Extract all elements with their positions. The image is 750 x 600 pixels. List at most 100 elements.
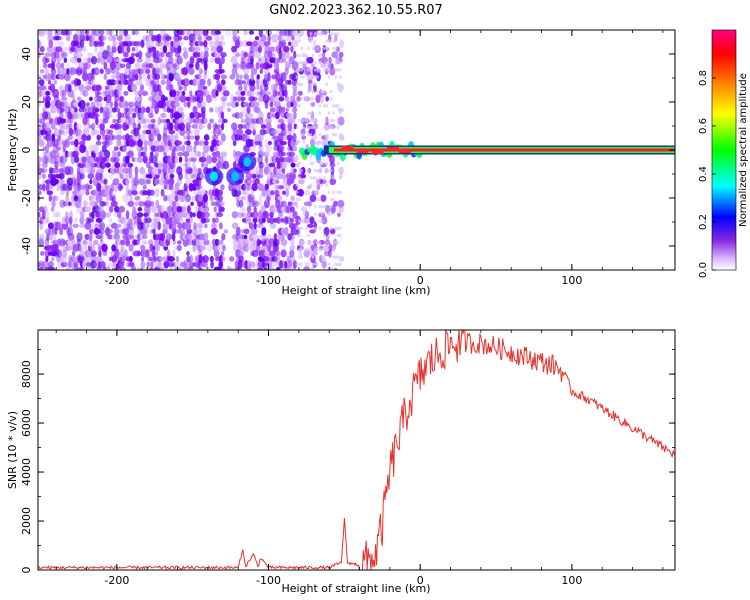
spectrogram-cell <box>192 105 198 114</box>
spectrogram-cell <box>154 251 159 256</box>
spectrogram-cell <box>251 67 258 75</box>
spectrogram-cell <box>252 238 257 247</box>
spectrogram-x-axis-label: Height of straight line (km) <box>281 284 430 297</box>
spectrogram-cell <box>320 183 324 187</box>
spectrogram-cell <box>327 190 331 194</box>
spectrogram-cell <box>209 118 214 124</box>
spectrogram-cell <box>90 243 96 253</box>
spectrogram-cell <box>141 90 149 97</box>
spectrogram-cell <box>234 111 240 120</box>
spectrogram-cell <box>318 241 322 245</box>
spectrogram-cell <box>328 56 332 64</box>
spectrogram-cell <box>213 244 221 252</box>
spectrogram-cell <box>67 201 73 206</box>
spectrogram-cell <box>197 151 202 158</box>
spectrogram-cell <box>291 35 295 41</box>
spectrogram-cell <box>320 255 324 259</box>
spectrogram-cell <box>128 227 135 236</box>
spectrogram-cell <box>173 67 177 76</box>
spectrogram-cell <box>58 238 66 247</box>
spectrogram-cell <box>327 39 331 43</box>
spectrogram-cell <box>145 68 151 75</box>
spectrogram-cell <box>275 250 281 257</box>
spectrogram-cell <box>278 96 285 102</box>
spectrogram-cell <box>281 167 286 174</box>
spectrogram-cell <box>76 111 83 120</box>
spectrogram-cell <box>174 155 179 165</box>
spectrogram-cell <box>207 122 212 131</box>
spectrogram-cell <box>55 35 62 41</box>
spectrogram-cell <box>295 32 299 36</box>
spectrogram-cell <box>46 134 53 141</box>
spectrogram-cell <box>202 30 209 37</box>
spectrogram-cell <box>290 238 295 247</box>
spectrogram-cell <box>109 113 113 118</box>
spectrogram-cell <box>79 210 85 220</box>
spectrogram-cell <box>97 151 102 157</box>
spectrogram-cell <box>287 79 292 85</box>
spectrogram-cell <box>214 51 221 58</box>
spectrogram-cell <box>140 133 147 142</box>
spectrogram-cell <box>298 219 301 223</box>
spectrogram-cell <box>297 90 303 96</box>
spectrogram-cell <box>76 51 83 59</box>
spectrogram-cell <box>150 145 157 152</box>
spectrogram-cell <box>284 129 290 135</box>
spectrogram-cell <box>339 90 342 93</box>
spectrogram-cell <box>171 200 177 207</box>
spectrogram-cell <box>160 188 165 197</box>
spectrogram-cell <box>99 261 106 268</box>
spectrogram-cell <box>269 171 274 181</box>
spectrogram-cell <box>38 78 45 86</box>
spectrogram-cell <box>220 35 225 42</box>
spectrogram-cell <box>96 182 102 192</box>
spectrogram-cell <box>44 111 51 120</box>
spectrogram-cell <box>104 85 110 91</box>
spectrogram-cell <box>162 127 168 137</box>
spectrogram-cell <box>102 173 107 179</box>
spectrogram-cell <box>304 248 308 252</box>
spectrogram-cell <box>78 140 86 146</box>
spectrogram-cell <box>139 63 146 69</box>
spectrogram-cell <box>258 210 263 220</box>
spectrogram-cell <box>196 90 204 97</box>
spectrogram-cell <box>134 100 139 109</box>
spectrogram-cell <box>237 123 244 130</box>
spectrogram-cell <box>58 167 64 174</box>
spectrogram-cell <box>138 150 142 158</box>
spectrogram-x-tick-label: -200 <box>104 274 129 287</box>
spectrogram-cell <box>337 84 345 92</box>
spectrogram-cell <box>168 122 174 131</box>
spectrogram-cell <box>168 217 174 224</box>
spectrogram-cell <box>192 39 197 48</box>
spectrogram-cell <box>339 82 342 86</box>
spectrogram-cell <box>297 188 305 197</box>
spectrogram-cell <box>121 100 129 109</box>
spectrogram-cell <box>202 74 208 80</box>
spectrogram-cell <box>48 227 54 236</box>
spectrogram-cell <box>90 166 96 176</box>
colorbar-tick-label: 0.8 <box>698 70 709 86</box>
spectrogram-cell <box>293 111 297 120</box>
spectrogram-cell <box>252 217 258 224</box>
spectrogram-cell <box>148 133 155 142</box>
spectrogram-cell <box>282 57 287 63</box>
spectrogram-cell <box>209 107 214 113</box>
spectrogram-cell <box>71 238 76 246</box>
spectrogram-cell <box>88 34 93 42</box>
spectrogram-cell <box>89 195 97 201</box>
spectrogram-cell <box>329 126 333 129</box>
spectrogram-cell <box>131 210 138 220</box>
spectrogram-cell <box>265 234 272 240</box>
spectrogram-cell <box>100 167 105 174</box>
spectrogram-cell <box>240 105 248 115</box>
spectrogram-cell <box>56 56 61 64</box>
spectrogram-cell <box>205 155 213 164</box>
spectrogram-cell <box>329 228 336 235</box>
spectrogram-cell <box>325 133 329 142</box>
spectrogram-cell <box>332 176 335 180</box>
spectrogram-cell <box>320 248 324 252</box>
spectrogram-cell <box>254 217 260 223</box>
spectrogram-cell <box>181 52 186 57</box>
spectrogram-cell <box>281 39 287 49</box>
